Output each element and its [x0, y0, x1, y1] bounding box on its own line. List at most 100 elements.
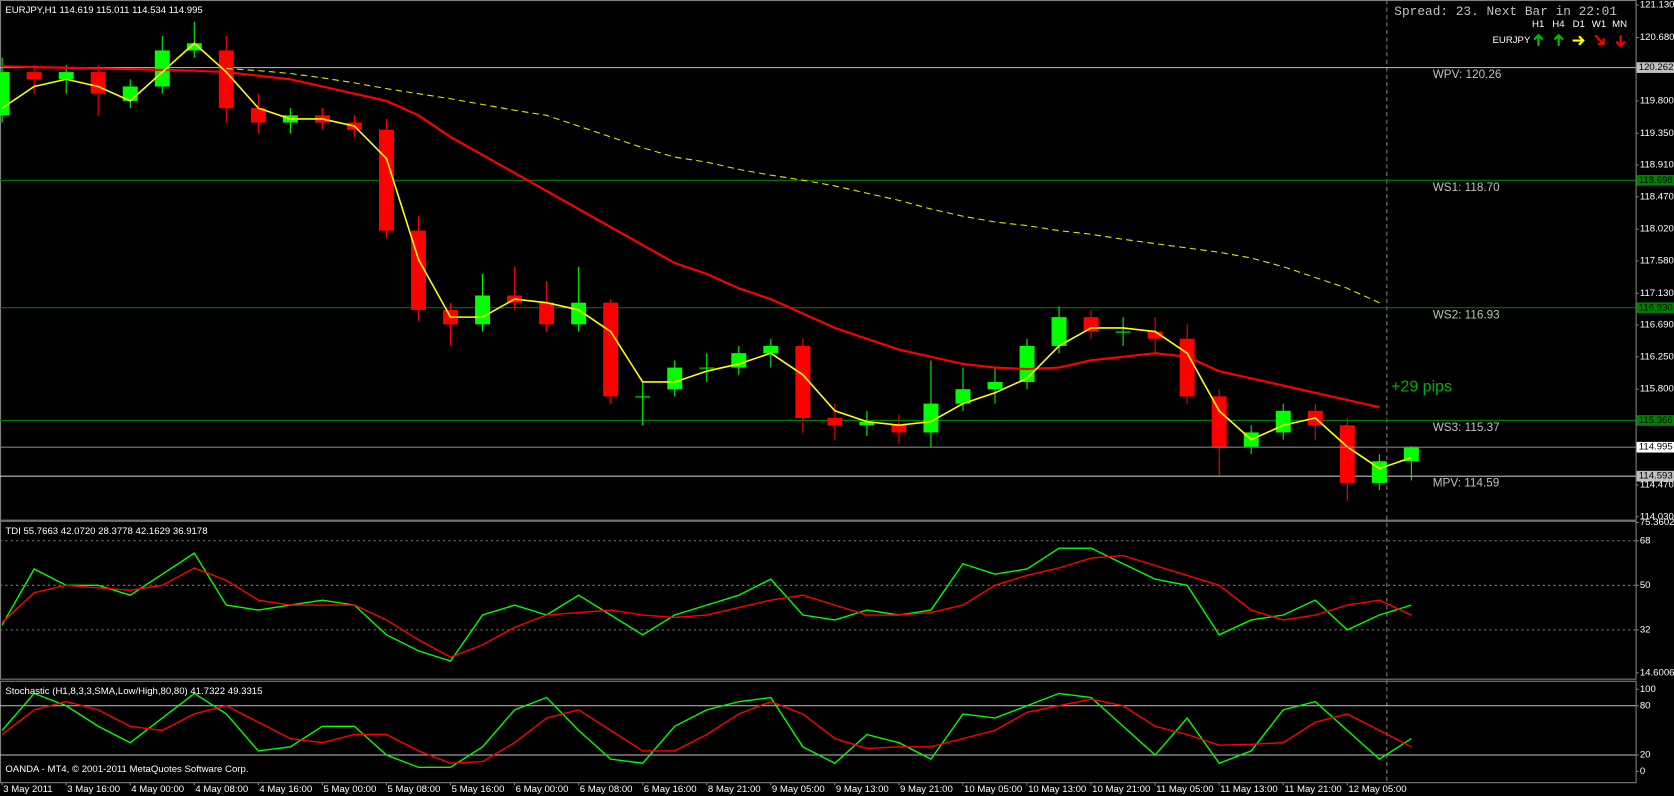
timeframe: D1	[1573, 19, 1585, 30]
pivot-price-box	[1636, 415, 1674, 426]
x-tick-label: 12 May 05:00	[1348, 784, 1406, 795]
candle-body	[763, 345, 779, 354]
timeframe: H4	[1552, 19, 1565, 30]
pivot-label: MPV: 114.59	[1433, 477, 1500, 490]
stochastic-panel	[0, 680, 1637, 784]
panel-title: TDI 55.7663 42.0720 28.3778 42.1629 36.9…	[5, 526, 207, 537]
x-tick-label: 6 May 00:00	[516, 784, 569, 795]
pivot-label: WS2: 116.93	[1433, 308, 1500, 321]
trend-arrows	[1533, 33, 1626, 48]
indicator-line	[1, 698, 1412, 764]
candle-body	[1403, 447, 1419, 462]
y-tick-label: 117.130	[1640, 288, 1674, 299]
tdi-panel	[0, 520, 1637, 680]
y-tick-label: 14.6006	[1640, 667, 1674, 678]
candle-body	[26, 72, 42, 80]
current-price-box	[1636, 441, 1674, 453]
pivot-price-label: 114.593	[1639, 471, 1673, 482]
y-tick-label: 115.800	[1640, 384, 1674, 395]
candle-body	[1179, 338, 1195, 397]
arrow-right	[1572, 35, 1585, 46]
x-tick-label: 9 May 13:00	[836, 784, 889, 795]
candle-body	[667, 367, 683, 390]
x-tick-label: 10 May 21:00	[1092, 784, 1150, 795]
candle-body	[58, 72, 74, 80]
frames	[0, 0, 1637, 784]
y-tick-label: 117.580	[1640, 255, 1674, 266]
x-tick-label: 5 May 16:00	[452, 784, 505, 795]
candle-body	[891, 425, 907, 433]
y-tick-label: 118.910	[1640, 160, 1674, 171]
panel-title: EURJPY,H1 114.619 115.011 114.534 114.99…	[5, 5, 202, 16]
indicator-line	[226, 67, 1380, 304]
pivot-label: WPV: 120.26	[1433, 68, 1502, 81]
y-tick-label: 118.470	[1640, 191, 1674, 202]
x-tick-label: 9 May 21:00	[900, 784, 953, 795]
candle-body	[378, 129, 394, 231]
indicator-line	[2, 65, 1380, 409]
x-tick-label: 6 May 08:00	[580, 784, 633, 795]
candle-body	[1019, 345, 1035, 382]
pivot-price-box	[1636, 302, 1674, 314]
trend-symbol: EURJPY	[1493, 35, 1531, 46]
x-tick-label: 11 May 13:00	[1220, 784, 1277, 795]
pivot-label: WS3: 115.37	[1433, 421, 1500, 434]
arrow-down-right	[1594, 34, 1605, 45]
indicator-line	[1, 42, 1412, 470]
price-panel	[0, 0, 1637, 521]
pivot-price-label: 116.930	[1639, 302, 1673, 313]
y-tick-label: 119.350	[1640, 128, 1674, 139]
x-tick-label: 10 May 05:00	[964, 784, 1022, 795]
x-tick-label: 4 May 00:00	[131, 784, 184, 795]
candle-body	[955, 389, 971, 404]
y-tick-label: 100	[1640, 684, 1656, 695]
timeframe: MN	[1612, 19, 1627, 30]
x-tick-label: 11 May 05:00	[1156, 784, 1213, 795]
candle-body	[923, 403, 939, 433]
candle-body	[603, 302, 619, 397]
arrow-up	[1533, 33, 1544, 46]
pivot-price-label: 115.366	[1639, 415, 1673, 426]
footer: OANDA - MT4, © 2001-2011 MetaQuotes Soft…	[5, 764, 248, 775]
y-tick-label: 114.030	[1640, 511, 1674, 522]
y-tick-label: 120.680	[1640, 32, 1674, 43]
current-price-label: 114.995	[1639, 442, 1673, 453]
y-tick-label: 75.3602	[1640, 517, 1674, 528]
y-tick-label: 50	[1640, 580, 1651, 591]
pivot-price-label: 120.262	[1639, 62, 1674, 73]
candle-body	[218, 50, 234, 109]
candle-body	[1339, 425, 1355, 483]
x-tick-label: 3 May 2011	[3, 784, 52, 795]
indicator-line	[1, 547, 1412, 662]
arrow-down	[1615, 35, 1626, 48]
candle-body	[1051, 317, 1067, 346]
candle-body	[635, 396, 651, 398]
x-tick-label: 8 May 21:00	[708, 784, 761, 795]
x-tick-label: 9 May 05:00	[772, 784, 825, 795]
candle-body	[90, 72, 106, 94]
candle-body	[0, 72, 10, 116]
candle-body	[186, 43, 202, 51]
candle-body	[154, 50, 170, 87]
candle-body	[731, 353, 747, 368]
y-tick-label: 0	[1640, 766, 1645, 777]
y-tick-label: 121.130	[1640, 0, 1674, 11]
pivot-price-box	[1636, 62, 1674, 73]
candle-body	[827, 418, 843, 426]
candle-body	[1115, 331, 1131, 333]
timeframe-labels: H1 H4 D1 W1 MN	[1532, 19, 1627, 30]
y-tick-label: 80	[1640, 700, 1651, 711]
y-tick-label: 68	[1640, 535, 1651, 546]
candle-body	[859, 421, 875, 426]
x-tick-label: 4 May 16:00	[259, 784, 312, 795]
spread-info: Spread: 23. Next Bar in 22:01	[1394, 4, 1617, 19]
candle-body	[1083, 317, 1099, 332]
x-tick-label: 5 May 00:00	[323, 784, 376, 795]
pivot-price-box	[1636, 174, 1674, 186]
indicator-line	[1, 692, 1412, 769]
candle-body	[1275, 410, 1291, 433]
y-tick-label: 119.800	[1640, 95, 1674, 106]
y-tick-label: 20	[1640, 750, 1651, 761]
